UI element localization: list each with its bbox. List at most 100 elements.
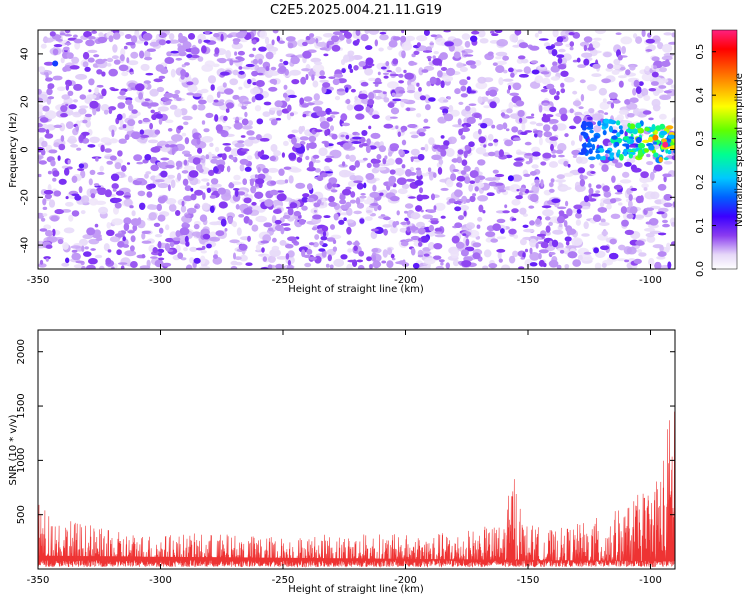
heatmap-cell: [39, 228, 48, 232]
heatmap-cell: [118, 138, 127, 144]
heatmap-cell: [594, 30, 607, 35]
heatmap-cell: [398, 80, 404, 84]
heatmap-cell: [254, 105, 262, 112]
heatmap-cell: [83, 251, 92, 257]
heatmap-cell: [512, 44, 521, 48]
heatmap-cell: [285, 253, 290, 260]
heatmap-cell: [635, 86, 642, 94]
heatmap-cell: [198, 135, 202, 138]
heatmap-cell: [383, 75, 389, 79]
heatmap-cell: [139, 134, 150, 138]
heatmap-cell: [498, 77, 504, 86]
heatmap-cell: [542, 152, 552, 159]
heatmap-cell: [519, 74, 529, 78]
heatmap-cell: [171, 147, 175, 156]
heatmap-cell: [509, 92, 520, 97]
heatmap-cell: [181, 170, 189, 174]
heatmap-cell: [671, 117, 675, 124]
heatmap-cell: [69, 65, 80, 70]
heatmap-cell: [53, 124, 63, 128]
heatmap-cell: [340, 113, 348, 122]
heatmap-cell: [242, 101, 252, 105]
heatmap-cell: [360, 34, 369, 42]
heatmap-cell: [324, 129, 329, 137]
heatmap-cell: [392, 58, 399, 65]
heatmap-cell: [401, 129, 405, 133]
heatmap-cell: [594, 135, 599, 139]
heatmap-cell: [47, 83, 55, 89]
heatmap-cell: [156, 86, 165, 93]
heatmap-cell: [65, 83, 69, 91]
heatmap-cell: [524, 248, 529, 253]
heatmap-cell: [460, 93, 468, 98]
heatmap-cell: [38, 97, 43, 103]
heatmap-cell: [395, 220, 400, 226]
heatmap-cell: [415, 205, 423, 212]
heatmap-cell: [111, 218, 123, 226]
heatmap-cell: [390, 107, 400, 115]
heatmap-cell: [450, 173, 456, 181]
heatmap-cell: [401, 183, 410, 190]
heatmap-cell: [197, 147, 203, 154]
heatmap-cell: [165, 198, 177, 205]
heatmap-cell: [183, 165, 195, 171]
heatmap-cell: [70, 245, 82, 249]
heatmap-cell: [472, 252, 481, 260]
heatmap-cell: [657, 251, 667, 257]
heatmap-cell: [97, 188, 107, 195]
heatmap-cell: [582, 256, 594, 261]
heatmap-cell: [99, 265, 105, 269]
heatmap-cell: [406, 107, 411, 112]
heatmap-cell: [500, 112, 506, 117]
heatmap-cell: [511, 217, 517, 221]
heatmap-cell: [508, 255, 516, 264]
heatmap-cell: [299, 97, 305, 106]
heatmap-cell: [369, 264, 373, 269]
heatmap-cell: [419, 187, 423, 194]
heatmap-cell: [142, 32, 153, 41]
heatmap-cell: [287, 94, 297, 98]
heatmap-cell: [138, 92, 144, 100]
heatmap-cell: [433, 205, 437, 211]
heatmap-cell: [578, 106, 584, 110]
heatmap-cell: [275, 117, 282, 121]
heatmap-cell: [367, 98, 375, 106]
heatmap-cell: [379, 192, 384, 196]
heatmap-cell: [354, 160, 360, 168]
heatmap-cell: [106, 160, 113, 165]
heatmap-cell: [268, 70, 280, 76]
heatmap-cell: [146, 48, 156, 52]
heatmap-cell: [569, 46, 574, 51]
y-tick-label: 40: [20, 48, 31, 61]
heatmap-cell: [458, 182, 463, 188]
heatmap-cell: [389, 195, 400, 202]
heatmap-cell: [177, 252, 184, 259]
heatmap-cell: [341, 68, 346, 74]
heatmap-cell: [280, 226, 285, 235]
heatmap-cell: [556, 264, 562, 269]
heatmap-cell: [628, 145, 636, 148]
heatmap-cell: [362, 66, 367, 70]
heatmap-cell: [388, 40, 398, 48]
heatmap-cell: [516, 189, 520, 192]
heatmap-cell: [648, 218, 659, 226]
heatmap-cell: [493, 138, 499, 143]
heatmap-cell: [60, 105, 68, 113]
heatmap-cell: [302, 41, 308, 47]
heatmap-cell: [412, 262, 420, 269]
heatmap-cell: [580, 94, 585, 102]
heatmap-cell: [206, 243, 212, 249]
heatmap-cell: [265, 43, 274, 50]
heatmap-cell: [38, 111, 43, 117]
x-tick-label: -200: [394, 275, 417, 286]
heatmap-cell: [269, 248, 281, 257]
heatmap-cell: [400, 35, 407, 43]
heatmap-cell: [538, 249, 549, 254]
heatmap-cell: [181, 200, 185, 207]
heatmap-cell: [104, 189, 112, 198]
heatmap-cell: [210, 178, 219, 185]
heatmap-cell: [270, 144, 278, 152]
heatmap-cell: [624, 130, 628, 138]
heatmap-cell: [73, 83, 83, 91]
heatmap-cell: [45, 77, 53, 82]
